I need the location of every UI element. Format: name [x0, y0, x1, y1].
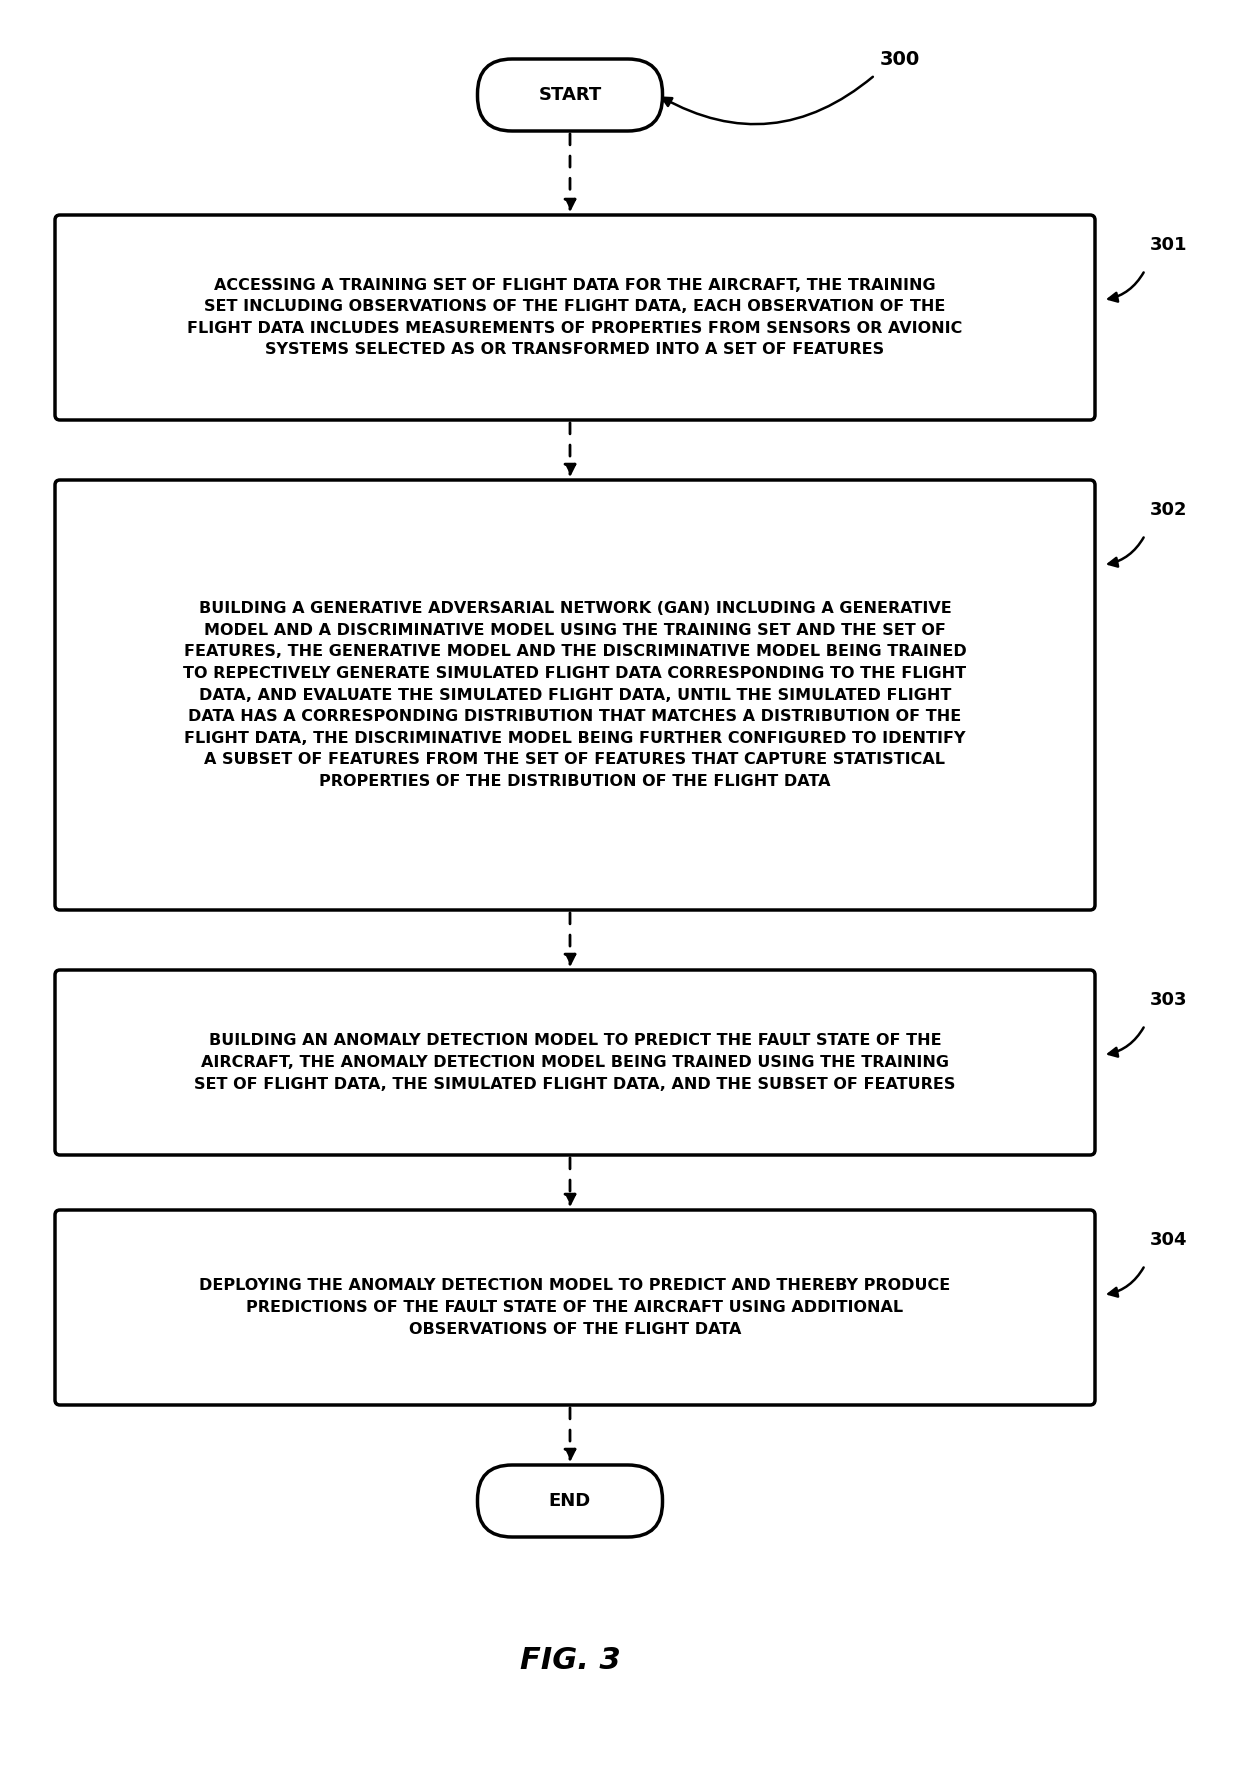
FancyBboxPatch shape: [55, 481, 1095, 910]
Text: ACCESSING A TRAINING SET OF FLIGHT DATA FOR THE AIRCRAFT, THE TRAINING
SET INCLU: ACCESSING A TRAINING SET OF FLIGHT DATA …: [187, 277, 962, 357]
Text: BUILDING A GENERATIVE ADVERSARIAL NETWORK (GAN) INCLUDING A GENERATIVE
MODEL AND: BUILDING A GENERATIVE ADVERSARIAL NETWOR…: [184, 601, 966, 788]
FancyBboxPatch shape: [55, 1210, 1095, 1405]
Text: 301: 301: [1149, 237, 1188, 254]
Text: 302: 302: [1149, 502, 1188, 519]
FancyBboxPatch shape: [55, 216, 1095, 421]
FancyBboxPatch shape: [477, 58, 662, 131]
Text: 303: 303: [1149, 991, 1188, 1009]
FancyBboxPatch shape: [55, 970, 1095, 1156]
Text: START: START: [538, 87, 601, 104]
FancyBboxPatch shape: [477, 1465, 662, 1537]
Text: 304: 304: [1149, 1232, 1188, 1249]
Text: FIG. 3: FIG. 3: [520, 1645, 620, 1675]
Text: END: END: [549, 1491, 591, 1511]
Text: 300: 300: [880, 51, 920, 69]
Text: BUILDING AN ANOMALY DETECTION MODEL TO PREDICT THE FAULT STATE OF THE
AIRCRAFT, : BUILDING AN ANOMALY DETECTION MODEL TO P…: [195, 1034, 956, 1092]
Text: DEPLOYING THE ANOMALY DETECTION MODEL TO PREDICT AND THEREBY PRODUCE
PREDICTIONS: DEPLOYING THE ANOMALY DETECTION MODEL TO…: [200, 1278, 951, 1336]
